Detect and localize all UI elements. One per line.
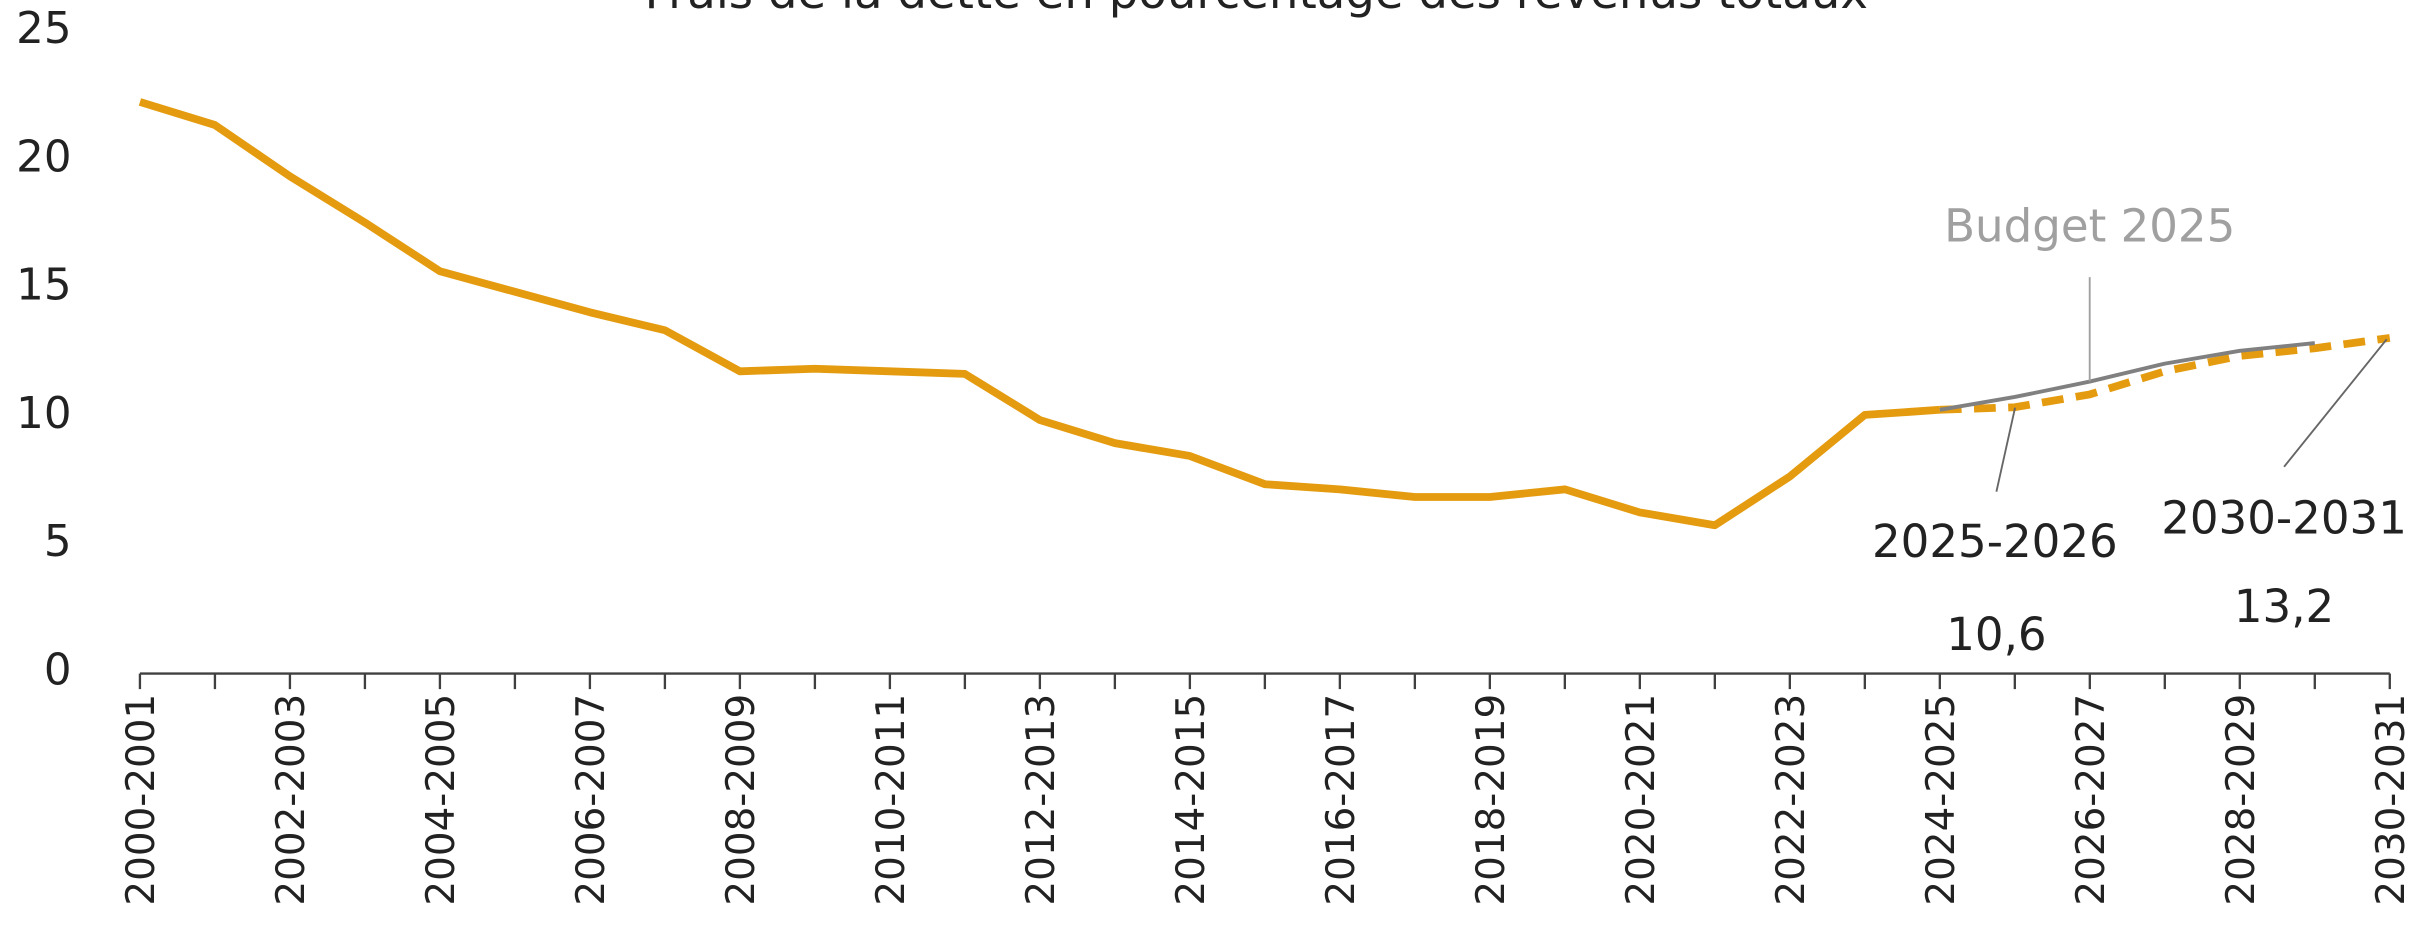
x-tick-label: 2030-2031	[2369, 694, 2410, 906]
x-tick-label: 2002-2003	[269, 694, 314, 906]
x-tick-label: 2010-2011	[869, 694, 914, 906]
x-tick-label: 2014-2015	[1169, 694, 1214, 906]
annotation: 13,2	[2234, 580, 2334, 633]
annotation: 2025-2026	[1872, 515, 2118, 568]
annotation: 10,6	[1946, 608, 2046, 661]
x-tick-label: 2020-2021	[1619, 694, 1664, 906]
y-tick-label: 0	[44, 645, 72, 695]
x-tick-label: 2024-2025	[1919, 694, 1964, 906]
line-dashed	[1939, 334, 2391, 414]
x-tick-label: 2022-2023	[1769, 694, 1814, 906]
leader-line	[2283, 338, 2388, 468]
x-tick-label: 2012-2013	[1019, 694, 1064, 906]
x-tick-label: 2000-2001	[119, 694, 164, 906]
leader-line	[1995, 407, 2016, 492]
x-tick-label: 2018-2019	[1469, 694, 1514, 906]
y-tick-label: 20	[16, 132, 71, 182]
y-tick-label: 10	[16, 389, 71, 439]
line-solid	[138, 98, 1941, 530]
x-tick-label: 2026-2027	[2069, 694, 2114, 906]
line-thin	[1939, 341, 2315, 412]
y-tick-label: 25	[16, 4, 71, 54]
y-tick-label: 5	[44, 517, 72, 567]
x-tick-label: 2008-2009	[719, 694, 764, 906]
chart-title: Frais de la dette en pourcentage des rev…	[645, 0, 1868, 19]
annotation: Budget 2025	[1944, 199, 2235, 252]
x-tick-label: 2028-2029	[2219, 694, 2264, 906]
x-tick-label: 2006-2007	[569, 694, 614, 906]
x-tick-label: 2004-2005	[419, 694, 464, 906]
x-tick-label: 2016-2017	[1319, 694, 1364, 906]
y-tick-label: 15	[16, 261, 71, 311]
annotation: 2030-2031	[2161, 492, 2407, 545]
